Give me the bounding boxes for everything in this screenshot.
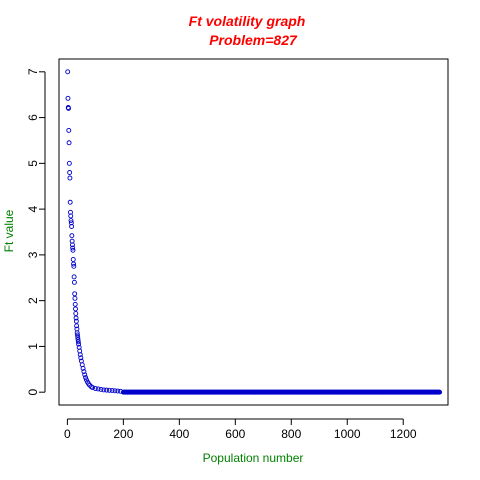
- data-point: [75, 337, 81, 342]
- x-axis: 0 200 400 600 800 1000 1200: [64, 418, 417, 441]
- x-tick-label: 800: [281, 427, 301, 441]
- data-point: [74, 330, 80, 336]
- data-point: [68, 218, 74, 224]
- data-point: [66, 127, 72, 133]
- data-point: [70, 247, 76, 253]
- x-tick-label: 0: [64, 427, 71, 441]
- data-point: [73, 318, 79, 324]
- data-point: [67, 175, 73, 181]
- data-point: [73, 315, 79, 321]
- x-tick-label: 400: [169, 427, 189, 441]
- data-point: [66, 140, 72, 146]
- y-axis: 0 1 2 3 4 5 6 7: [26, 68, 46, 396]
- data-point: [68, 213, 74, 219]
- y-tick-label: 5: [26, 160, 40, 167]
- x-axis-label: Population number: [203, 451, 304, 465]
- y-tick-label: 7: [26, 68, 40, 75]
- y-tick-label: 4: [26, 205, 40, 212]
- data-point: [71, 279, 77, 285]
- chart-title: Ft volatility graph: [189, 13, 306, 29]
- data-point: [73, 306, 78, 312]
- scatter-points: [65, 69, 443, 395]
- data-point: [67, 170, 73, 175]
- data-point: [71, 261, 77, 267]
- data-point: [74, 323, 80, 329]
- chart-subtitle: Problem=827: [209, 32, 298, 48]
- y-tick-label: 0: [26, 389, 40, 396]
- y-tick-label: 2: [26, 297, 40, 304]
- data-point: [65, 95, 71, 101]
- data-point: [83, 377, 89, 383]
- data-point: [83, 375, 89, 380]
- data-point: [75, 332, 80, 338]
- data-point: [71, 274, 77, 280]
- data-point: [77, 352, 83, 358]
- data-point: [104, 387, 110, 393]
- data-point: [95, 386, 101, 392]
- data-point: [82, 372, 88, 378]
- data-point: [65, 69, 71, 75]
- data-point: [67, 199, 73, 205]
- x-tick-label: 600: [225, 427, 245, 441]
- data-point: [72, 295, 78, 301]
- data-point: [69, 224, 75, 229]
- data-point: [115, 388, 121, 394]
- data-point: [90, 385, 96, 391]
- x-tick-label: 1200: [390, 427, 417, 441]
- data-point: [72, 291, 78, 297]
- data-point: [112, 388, 118, 394]
- data-point: [69, 242, 75, 248]
- data-point: [71, 263, 77, 269]
- data-point: [76, 341, 82, 347]
- x-tick-label: 200: [113, 427, 133, 441]
- data-point: [109, 388, 115, 394]
- data-point: [66, 105, 71, 111]
- data-point: [80, 365, 86, 371]
- data-point: [75, 334, 81, 340]
- data-point: [106, 387, 112, 393]
- data-point: [78, 355, 84, 361]
- plot-box: [58, 58, 449, 406]
- y-tick-label: 6: [26, 114, 40, 121]
- y-tick-label: 3: [26, 251, 40, 258]
- data-point: [70, 257, 76, 262]
- data-point: [66, 160, 72, 166]
- data-point: [69, 233, 75, 239]
- data-point: [70, 245, 76, 251]
- x-tick-label: 1000: [334, 427, 361, 441]
- data-point: [81, 369, 87, 375]
- data-point: [72, 301, 78, 307]
- data-point: [101, 387, 107, 393]
- data-point: [75, 339, 81, 345]
- data-point: [437, 389, 443, 395]
- data-point: [92, 386, 98, 391]
- data-point: [98, 386, 104, 392]
- y-axis-label: Ft value: [2, 209, 16, 252]
- y-tick-label: 1: [26, 343, 40, 350]
- data-point: [73, 311, 79, 316]
